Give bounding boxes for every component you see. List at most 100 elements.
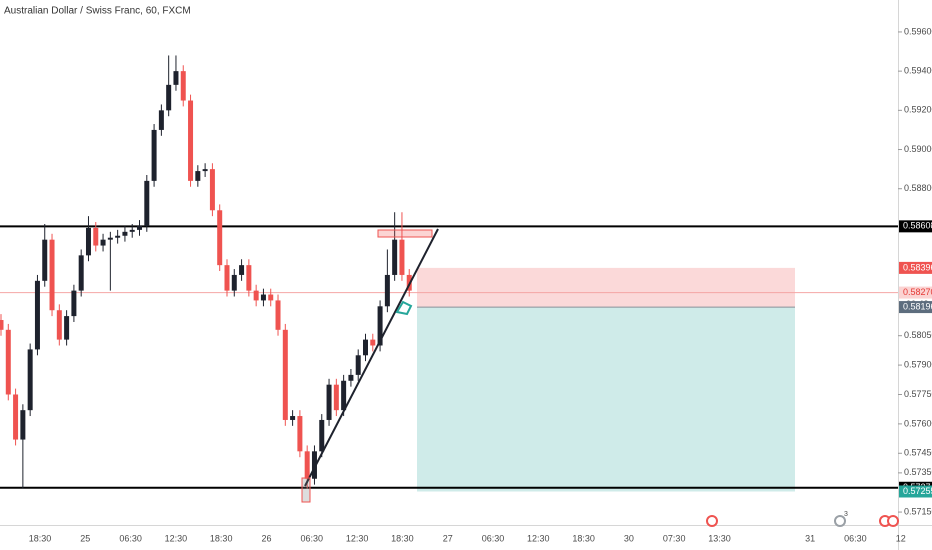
x-tick-label: 06:30 (119, 533, 142, 543)
x-tick-label: 31 (805, 533, 815, 543)
candle-body (34, 280, 40, 350)
event-icon[interactable] (887, 515, 899, 527)
stop-zone (417, 267, 795, 308)
candle-body (275, 300, 281, 330)
candle-body (5, 329, 11, 395)
candle-body (341, 380, 347, 411)
event-icons (706, 515, 899, 527)
candle-body (100, 239, 106, 246)
candle-body (392, 239, 398, 275)
candle-body (333, 384, 339, 411)
x-tick-label: 18:30 (572, 533, 595, 543)
candle-body (246, 265, 252, 291)
drawn-rectangle (377, 229, 433, 238)
x-tick-label: 12:30 (165, 533, 188, 543)
candle-body (42, 239, 48, 281)
candle-body (239, 265, 245, 275)
candle-body (253, 290, 259, 301)
candle-body (180, 71, 186, 101)
candle-body (122, 231, 128, 236)
candle-body (56, 310, 62, 340)
x-tick-label: 06:30 (844, 533, 867, 543)
candle-body (370, 339, 376, 346)
x-tick-label: 26 (261, 533, 271, 543)
candle-body (195, 171, 201, 181)
candle-body (107, 237, 113, 240)
candle-body (260, 294, 266, 301)
x-tick-label: 13:30 (708, 533, 731, 543)
price-label-box (899, 301, 932, 314)
candle-body (326, 384, 332, 420)
candle-body (27, 349, 33, 411)
price-label: 0.58396 (903, 262, 932, 272)
x-tick-label: 18:30 (391, 533, 414, 543)
candle-body (49, 239, 55, 311)
cursor-marker (395, 300, 413, 316)
x-tick-label: 25 (80, 533, 90, 543)
x-tick-label: 07:30 (663, 533, 686, 543)
candle-body (231, 274, 237, 291)
candle-body (348, 374, 354, 381)
candle-body (151, 129, 157, 181)
x-tick-label: 30 (624, 533, 634, 543)
plot-area (0, 55, 898, 492)
x-tick-label: 12 (896, 533, 906, 543)
candle-body (129, 229, 135, 232)
candle-body (166, 84, 172, 111)
price-label: 0.58196 (903, 301, 932, 311)
price-label-box (899, 485, 932, 498)
x-tick-label: 06:30 (482, 533, 505, 543)
candle-body (363, 339, 368, 356)
price-label-box (899, 220, 932, 233)
candle-body (20, 410, 26, 440)
price-label: 0.58608 (903, 221, 932, 231)
y-tick-label: 0.57150 (904, 506, 932, 516)
event-icon[interactable] (706, 515, 718, 527)
x-tick-label: 27 (443, 533, 453, 543)
event-icon[interactable] (834, 515, 846, 527)
target-zone (417, 307, 795, 492)
candle-body (311, 451, 317, 479)
candle-body (158, 110, 164, 130)
candle-body (399, 239, 405, 275)
candle-body (224, 265, 230, 291)
x-tick-label: 12:30 (346, 533, 369, 543)
candle-body (209, 169, 215, 211)
candle-body (71, 290, 77, 317)
candle-body (282, 329, 288, 420)
candle-body (297, 416, 303, 452)
candle-body (304, 451, 310, 479)
candle-body (93, 227, 99, 246)
x-tick-label: 18:30 (29, 533, 52, 543)
x-tick-label: 18:30 (210, 533, 233, 543)
candle-body (144, 180, 150, 226)
candle-body (202, 169, 208, 172)
candle-body (217, 210, 223, 266)
trend-line (304, 228, 439, 487)
price-label-box (899, 286, 932, 299)
candle-body (115, 235, 121, 238)
candle-body (319, 419, 325, 452)
event-badge: 3 (844, 511, 848, 518)
price-label: 0.57255 (903, 486, 932, 496)
candle-body (377, 306, 383, 346)
candle-body (268, 294, 274, 301)
candle-body (13, 394, 19, 440)
candle-body (137, 225, 143, 230)
chart-title: Australian Dollar / Swiss Franc, 60, FXC… (4, 6, 191, 17)
x-tick-label: 06:30 (301, 533, 324, 543)
price-label-box (899, 261, 932, 274)
